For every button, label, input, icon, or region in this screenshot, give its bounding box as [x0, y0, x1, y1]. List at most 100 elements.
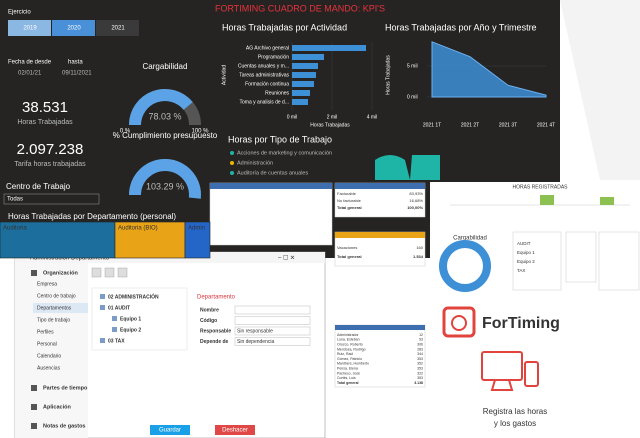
decor	[560, 0, 640, 180]
table-cell: Pensa, Elena	[337, 367, 358, 371]
legend-dot	[230, 161, 234, 165]
y-tick-label: Toma y analisis de d...	[240, 99, 289, 105]
menu: Organización Empresa Centro de trabajo Depa…	[31, 270, 88, 429]
button-label: Deshacer	[222, 428, 248, 434]
tree-box	[91, 287, 188, 351]
field-input[interactable]	[234, 337, 311, 346]
menu-item[interactable]: Perfiles	[37, 329, 54, 335]
table-cell: 83,93%	[409, 191, 423, 196]
menu-item[interactable]: Ausencias	[37, 365, 61, 371]
year-button[interactable]	[8, 20, 51, 36]
list-box	[512, 231, 562, 291]
table-cell: 160	[416, 245, 423, 250]
legend-dot	[230, 151, 234, 155]
treemap-cell[interactable]	[184, 221, 211, 259]
menu-item[interactable]: Tipo de trabajo	[37, 317, 70, 323]
monitor-icon	[481, 351, 523, 381]
menu-section[interactable]: Partes de tiempo	[43, 385, 88, 391]
field-input[interactable]	[234, 326, 311, 336]
table-cell: Manthers, Humberto	[337, 362, 369, 366]
table-cell: Total general	[337, 254, 362, 259]
gauge-title: Cargabilidad	[143, 62, 188, 71]
menu-item[interactable]: Departamentos	[37, 305, 72, 311]
toolbar-button[interactable]	[91, 267, 102, 278]
date[interactable]: 02/01/21	[18, 71, 42, 77]
date[interactable]: 09/11/2021	[62, 71, 92, 77]
year-button[interactable]	[96, 20, 139, 36]
table-cell: 283	[417, 347, 423, 351]
menu-icon	[31, 423, 37, 429]
menu-icon	[31, 270, 37, 276]
field-label: Nombre	[200, 307, 219, 313]
chart-title: Horas por Tipo de Trabajo	[228, 134, 332, 144]
tagline: y los gastos	[494, 419, 536, 428]
menu-item[interactable]: Calendario	[37, 353, 61, 359]
decor	[540, 195, 554, 205]
treemap-cell[interactable]	[0, 221, 116, 259]
table-cell: Cortés, Luis	[337, 376, 356, 380]
menu-item[interactable]: Personal	[37, 341, 57, 347]
legend-dot	[230, 171, 234, 175]
menu-section[interactable]: Aplicación	[43, 404, 71, 410]
tree-node[interactable]: Equipo 2	[120, 327, 141, 333]
x-tick-label: 2021 4T	[537, 122, 555, 128]
tree-icon	[112, 316, 117, 321]
tree-node[interactable]: 02 ADMINISTRACIÓN	[108, 292, 159, 300]
button[interactable]	[150, 425, 190, 435]
title: FORTIMING CUADRO DE MANDO: KPI'S	[215, 3, 385, 13]
field-label: Responsable	[200, 328, 231, 334]
sidebar	[15, 263, 88, 438]
button[interactable]	[215, 425, 255, 435]
toolbar-button[interactable]	[104, 267, 115, 278]
donut	[439, 240, 491, 292]
table-cell: Mendoza, Rodrigo	[337, 347, 366, 351]
tree-node[interactable]: 03 TAX	[108, 338, 125, 344]
dropdown[interactable]	[3, 193, 100, 205]
field-label: Código	[200, 318, 217, 324]
tree-node[interactable]: Equipo 1	[120, 316, 141, 322]
table-cell: Administrador	[337, 333, 359, 337]
brand: ForTiming	[482, 315, 560, 332]
toolbar-button[interactable]	[117, 267, 128, 278]
table-cell: 322	[417, 371, 423, 375]
table-cell: 100,00%	[407, 205, 423, 210]
kpi-value: 38.531	[22, 99, 68, 116]
menu-icon	[31, 404, 37, 410]
menu-item[interactable]: Empresa	[37, 281, 57, 287]
list-item[interactable]: Equipo 2	[517, 259, 535, 264]
tree-node[interactable]: 01 AUDIT	[108, 305, 130, 311]
y-tick-label: Tareas administrativas	[239, 72, 289, 78]
list-item[interactable]: AUDIT	[517, 241, 531, 246]
gauge-arc	[129, 89, 193, 126]
x-tick-label: 2 mil	[327, 114, 338, 120]
list-item[interactable]: Equipo 1	[517, 250, 535, 255]
menu-item[interactable]: Centro de trabajo	[37, 293, 76, 299]
table-body: Vacaciones 160 Total general 1.534	[337, 245, 424, 259]
field-input[interactable]	[234, 305, 311, 315]
bar	[292, 45, 366, 51]
treemap-cell[interactable]	[114, 221, 186, 259]
list-item[interactable]: TAX	[517, 268, 525, 273]
field-input[interactable]	[234, 316, 311, 325]
menu-section[interactable]: Organización	[43, 270, 78, 276]
y-tick-label: AG Archivo general	[246, 45, 289, 51]
x-tick-label: 0 mil	[287, 114, 298, 120]
table-header	[335, 232, 425, 238]
menu-section[interactable]: Notas de gastos	[43, 423, 85, 429]
gauge-min: 0 %	[120, 129, 131, 135]
kpi-label: Horas Trabajadas	[17, 119, 73, 126]
window-controls[interactable]: – ☐ ✕	[278, 255, 295, 262]
table-cell: Vacaciones	[337, 245, 357, 250]
year-button[interactable]	[52, 20, 95, 36]
table-cell: Total general	[337, 381, 359, 385]
table-cell: 353	[417, 357, 423, 361]
list-box	[598, 231, 640, 291]
chart-title: Horas Trabajadas por Año y Trimestre	[385, 22, 537, 32]
phone-icon	[524, 361, 539, 387]
bar	[292, 90, 310, 96]
dialog-title: Administración Departamento	[30, 256, 110, 262]
gauge-value: 103.29 %	[146, 181, 184, 191]
tree-icon	[100, 294, 105, 299]
table-cell: Pacheco, José	[337, 371, 360, 375]
table-cell: 1.534	[413, 254, 424, 259]
